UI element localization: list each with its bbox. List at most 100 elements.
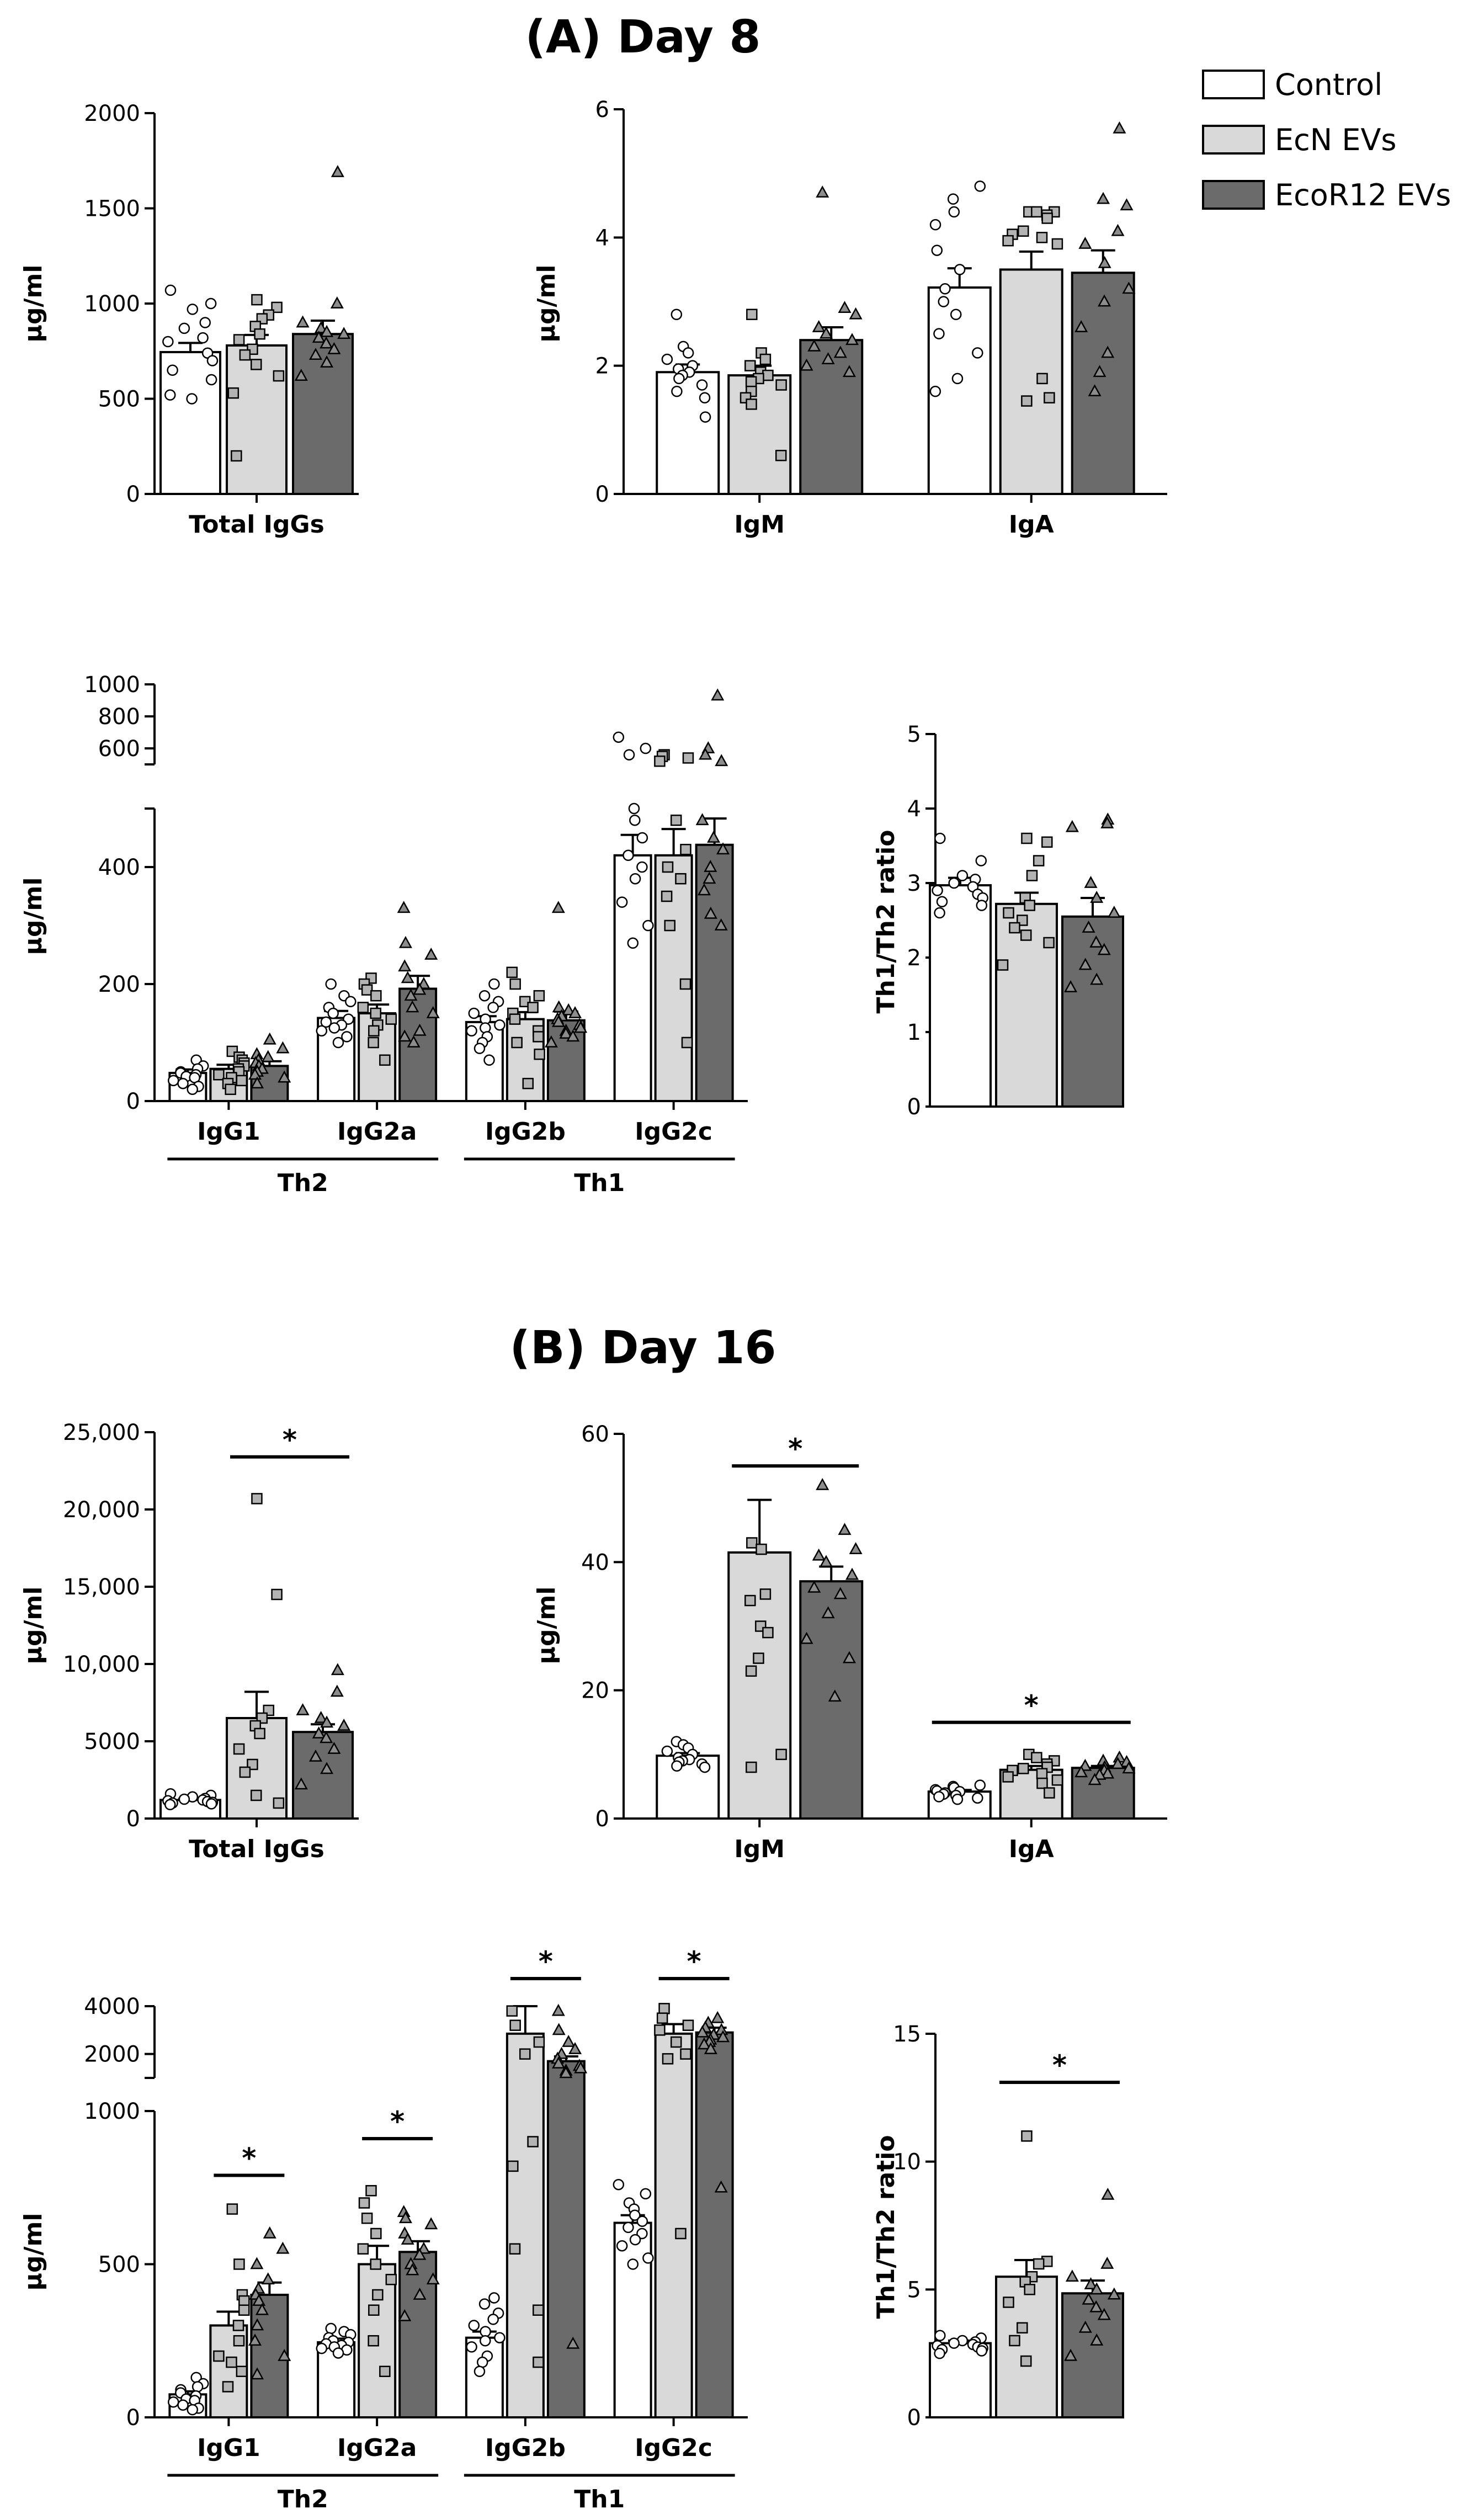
data-point-control [934,1792,944,1802]
data-point-ecn [507,967,517,977]
data-point-ecn [662,891,672,901]
data-point-ecn [237,1076,247,1086]
data-point-ecn [1052,1775,1062,1785]
data-point-control [935,2348,945,2358]
data-point-ecor12 [1086,878,1097,887]
data-point-control [617,897,627,907]
data-point-ecn [240,350,250,360]
data-point-ecn [681,844,691,854]
y-tick-label: 2000 [84,2042,140,2067]
data-point-control [930,386,940,396]
data-point-ecn [227,2204,237,2214]
chart-day16-igm-iga: 0204060µg/mlIgM IgA** [533,1422,1167,1863]
y-tick-label: 2 [595,354,609,379]
data-point-ecn [1031,1753,1041,1763]
data-point-ecn [683,753,693,763]
data-point-ecor12 [402,972,413,982]
y-tick-label: 1 [907,1020,921,1045]
x-tick-label: IgG2c [635,1118,712,1146]
data-point-control [637,2216,647,2226]
x-tick-label: IgG2c [635,2434,712,2462]
data-point-ecn [1044,938,1054,948]
data-point-control [949,2338,959,2348]
data-point-control [630,2235,640,2245]
data-point-ecor12 [251,2258,262,2268]
data-point-ecn [681,2049,691,2059]
data-point-ecn [274,371,284,381]
data-point-control [977,2346,987,2356]
figure-canvas: (A) Day 8 (B) Day 16 Control EcN EVs Eco… [0,0,1479,2520]
data-point-ecor12 [850,1544,861,1554]
data-point-ecor12 [813,1550,824,1560]
data-point-control [206,375,216,385]
data-point-control [662,1746,672,1756]
data-point-control [641,2189,651,2199]
x-tick-label: IgG1 [197,1118,260,1146]
data-point-ecn [655,2025,664,2035]
data-point-ecn [234,2260,244,2269]
data-point-ecn [523,1078,533,1088]
data-point-ecn [1003,1772,1013,1782]
data-point-control [935,908,945,918]
data-point-ecn [240,1767,250,1777]
data-point-control [641,743,651,753]
data-point-ecn [763,1628,773,1638]
data-point-control [477,2357,487,2367]
data-point-control [481,2327,491,2337]
data-point-control [328,1008,338,1018]
data-point-control [683,348,693,358]
data-point-ecn [1022,396,1031,406]
data-point-control [488,1002,498,1012]
data-point-control [168,2397,178,2407]
data-point-ecor12 [712,690,723,700]
data-point-control [934,329,944,339]
data-point-ecn [255,1729,265,1739]
group-label-th1: Th1 [574,2485,625,2513]
data-point-ecn [763,370,773,380]
data-point-ecn [1027,871,1037,881]
bar-ecn [656,2034,692,2417]
data-point-ecn [359,2198,369,2208]
data-point-ecn [533,1032,543,1041]
y-tick-label: 500 [98,2252,140,2278]
data-point-control [953,374,962,384]
data-point-ecn [1025,2284,1035,2294]
data-point-control [948,194,958,204]
group-label-th2: Th2 [278,2485,328,2513]
data-point-control [198,333,208,343]
data-point-ecn [776,450,786,460]
data-point-ecor12 [400,937,411,947]
y-tick-label: 15,000 [63,1575,140,1600]
data-point-ecn [223,2382,233,2392]
data-point-ecn [239,2296,249,2306]
data-point-control [168,1076,178,1086]
y-tick-label: 1000 [84,291,140,317]
x-tick-label: IgA [1009,1835,1054,1863]
data-point-control [467,2342,477,2352]
data-point-ecor12 [553,902,564,912]
y-tick-label: 0 [907,2405,921,2431]
data-point-ecn [1044,1788,1054,1798]
data-point-ecn [237,2367,247,2377]
data-point-ecn [371,2229,381,2239]
y-tick-label: 0 [907,1094,921,1120]
data-point-ecn [776,1750,786,1759]
data-point-control [469,2321,479,2331]
data-point-ecn [671,815,681,825]
data-point-ecn [533,2305,543,2315]
data-point-ecn [369,2336,379,2346]
group-label-th2: Th2 [278,1169,328,1197]
data-point-control [467,1026,477,1036]
x-tick-label: IgG2b [485,1118,566,1146]
data-point-ecor12 [277,1043,288,1052]
data-point-control [672,310,682,320]
data-point-ecn [1025,901,1035,911]
data-point-ecor12 [708,832,719,842]
data-point-ecor12 [425,949,437,959]
data-point-ecn [1021,2356,1031,2366]
data-point-ecn [671,2037,681,2047]
data-point-ecn [746,1666,756,1676]
data-point-ecor12 [1121,200,1132,210]
y-tick-label: 3 [907,871,921,896]
y-tick-label: 0 [126,1806,140,1832]
